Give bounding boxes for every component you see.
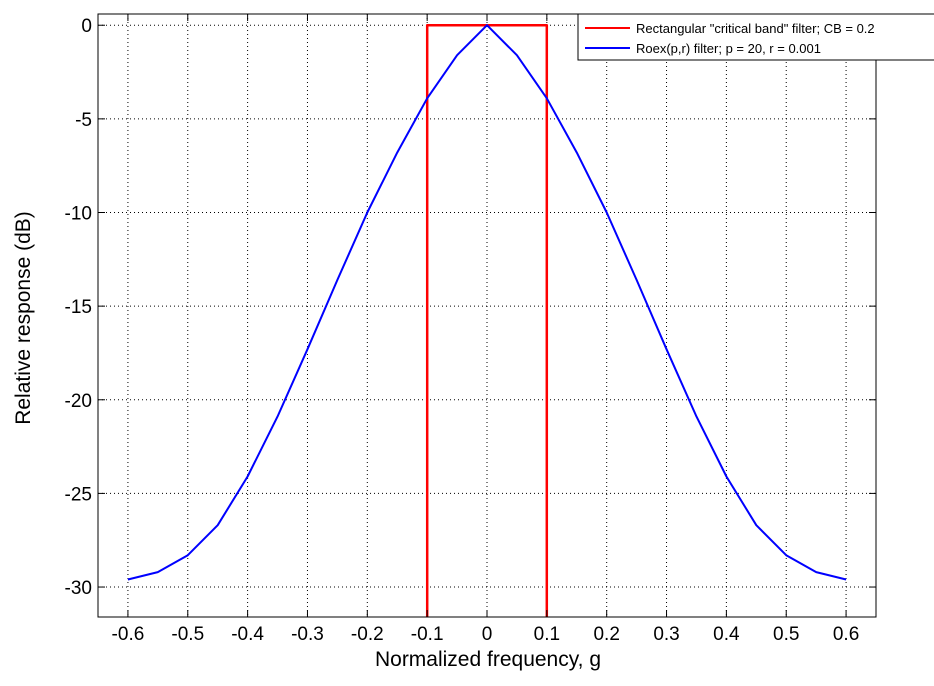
y-axis-label: Relative response (dB): [12, 211, 35, 425]
x-tick-label: 0.3: [653, 624, 679, 645]
y-tick-label: -15: [65, 297, 92, 318]
y-tick-label: -25: [65, 484, 92, 505]
legend: Rectangular "critical band" filter; CB =…: [577, 13, 934, 61]
y-tick-label: -5: [75, 110, 92, 131]
x-tick-label: 0: [482, 624, 493, 645]
legend-entry-rectangular: Rectangular "critical band" filter; CB =…: [636, 21, 875, 36]
legend-entry-roex: Roex(p,r) filter; p = 20, r = 0.001: [636, 41, 821, 56]
x-tick-label: 0.6: [833, 624, 859, 645]
x-tick-label: 0.4: [713, 624, 740, 645]
x-tick-label: -0.1: [411, 624, 444, 645]
x-tick-label: -0.6: [112, 624, 145, 645]
y-tick-label: -10: [65, 204, 92, 225]
y-tick-label: -30: [65, 578, 92, 599]
series-layer: [127, 23, 847, 617]
x-tick-label: 0.1: [534, 624, 560, 645]
x-tick-label: -0.5: [171, 624, 204, 645]
y-tick-label: -20: [65, 391, 92, 412]
x-tick-label: 0.5: [773, 624, 799, 645]
legend-box: [577, 13, 934, 61]
y-tick-labels: 0 -5 -10 -15 -20 -25 -30: [65, 16, 92, 599]
x-tick-label: -0.2: [351, 624, 384, 645]
x-tick-label: -0.3: [291, 624, 324, 645]
y-tick-label: 0: [81, 16, 92, 37]
x-axis-label: Normalized frequency, g: [375, 648, 601, 671]
x-tick-label: 0.2: [593, 624, 619, 645]
series-roex-filter: [127, 24, 847, 581]
x-tick-label: -0.4: [231, 624, 264, 645]
x-tick-labels: -0.6 -0.5 -0.4 -0.3 -0.2 -0.1 0 0.1 0.2 0.3 0.4 0.5…: [112, 624, 860, 645]
